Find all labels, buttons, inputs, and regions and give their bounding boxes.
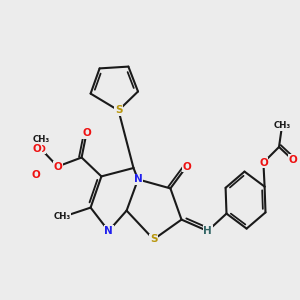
Text: O: O xyxy=(182,161,191,172)
Text: S: S xyxy=(150,234,157,244)
Text: O: O xyxy=(32,144,41,154)
Text: CH₃: CH₃ xyxy=(53,212,71,221)
Text: O: O xyxy=(38,145,45,154)
Text: N: N xyxy=(104,226,113,236)
Text: O: O xyxy=(53,161,62,172)
Text: O: O xyxy=(32,170,40,180)
Text: N: N xyxy=(134,174,142,184)
Text: O: O xyxy=(259,158,268,168)
Text: O: O xyxy=(82,128,91,139)
Text: O: O xyxy=(288,154,297,165)
Text: S: S xyxy=(115,105,122,116)
Text: CH₃: CH₃ xyxy=(273,122,291,130)
Text: H: H xyxy=(203,226,212,236)
Text: CH₃: CH₃ xyxy=(33,135,50,144)
